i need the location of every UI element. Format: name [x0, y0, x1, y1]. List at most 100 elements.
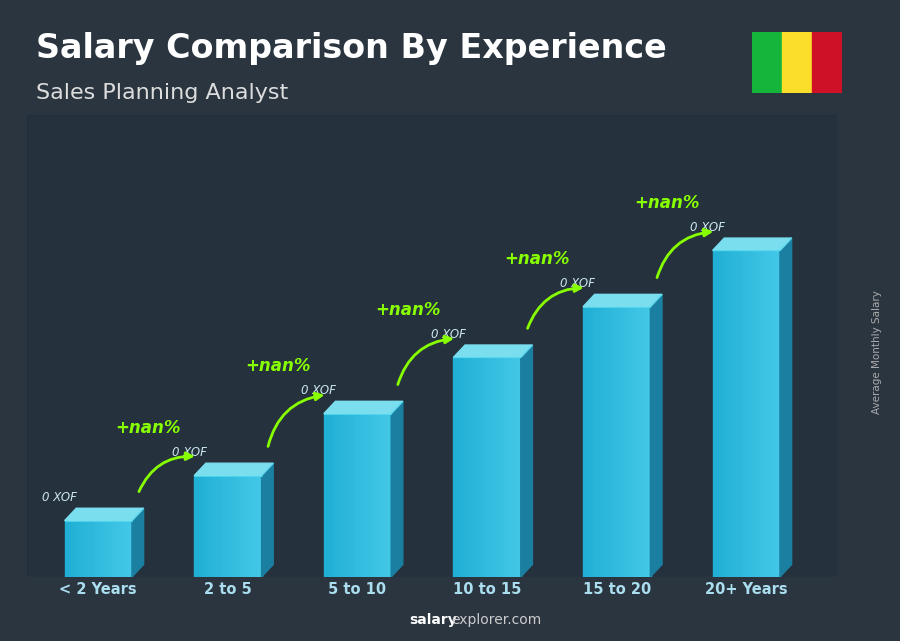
Polygon shape [246, 476, 248, 577]
Polygon shape [351, 413, 353, 577]
Polygon shape [128, 520, 130, 577]
Bar [27, 115, 837, 577]
Polygon shape [724, 251, 726, 577]
Polygon shape [514, 358, 517, 577]
Polygon shape [110, 520, 112, 577]
Polygon shape [755, 251, 758, 577]
Polygon shape [96, 520, 98, 577]
Polygon shape [103, 520, 105, 577]
Polygon shape [740, 251, 742, 577]
Polygon shape [339, 413, 342, 577]
Polygon shape [624, 307, 625, 577]
Polygon shape [744, 251, 746, 577]
Polygon shape [371, 413, 373, 577]
Polygon shape [749, 251, 751, 577]
Polygon shape [771, 251, 773, 577]
Polygon shape [610, 307, 612, 577]
Text: salary: salary [410, 613, 457, 627]
Polygon shape [491, 358, 494, 577]
Polygon shape [642, 307, 643, 577]
Polygon shape [357, 413, 360, 577]
Polygon shape [201, 476, 203, 577]
Polygon shape [255, 476, 257, 577]
Polygon shape [812, 32, 842, 93]
Polygon shape [119, 520, 121, 577]
Polygon shape [214, 476, 217, 577]
Polygon shape [733, 251, 735, 577]
Polygon shape [219, 476, 221, 577]
Polygon shape [328, 413, 331, 577]
Polygon shape [364, 413, 366, 577]
Polygon shape [508, 358, 509, 577]
Polygon shape [726, 251, 729, 577]
Polygon shape [487, 358, 490, 577]
Polygon shape [651, 294, 662, 577]
Polygon shape [719, 251, 722, 577]
Polygon shape [356, 413, 357, 577]
Polygon shape [454, 358, 456, 577]
Text: 0 XOF: 0 XOF [302, 385, 336, 397]
Polygon shape [92, 520, 94, 577]
Polygon shape [194, 463, 274, 476]
Polygon shape [362, 413, 364, 577]
Polygon shape [509, 358, 512, 577]
Polygon shape [226, 476, 228, 577]
Polygon shape [338, 413, 340, 577]
Polygon shape [722, 251, 725, 577]
Polygon shape [353, 413, 356, 577]
Polygon shape [590, 307, 592, 577]
Polygon shape [773, 251, 776, 577]
Polygon shape [203, 476, 206, 577]
Polygon shape [333, 413, 336, 577]
Polygon shape [223, 476, 226, 577]
Polygon shape [194, 476, 197, 577]
Polygon shape [228, 476, 230, 577]
Polygon shape [387, 413, 389, 577]
Polygon shape [512, 358, 514, 577]
Text: explorer.com: explorer.com [451, 613, 541, 627]
Polygon shape [619, 307, 621, 577]
Polygon shape [717, 251, 720, 577]
Polygon shape [324, 401, 403, 413]
Polygon shape [592, 307, 595, 577]
Polygon shape [601, 307, 604, 577]
Polygon shape [454, 345, 533, 358]
Text: 0 XOF: 0 XOF [561, 278, 595, 290]
Polygon shape [125, 520, 128, 577]
Polygon shape [472, 358, 474, 577]
Text: +nan%: +nan% [374, 301, 440, 319]
Polygon shape [469, 358, 472, 577]
Polygon shape [751, 251, 753, 577]
Polygon shape [78, 520, 81, 577]
Polygon shape [713, 251, 716, 577]
Polygon shape [496, 358, 499, 577]
Polygon shape [83, 520, 86, 577]
Polygon shape [116, 520, 119, 577]
Polygon shape [633, 307, 634, 577]
Polygon shape [65, 508, 144, 520]
Polygon shape [326, 413, 328, 577]
Polygon shape [378, 413, 380, 577]
Polygon shape [481, 358, 482, 577]
Polygon shape [628, 307, 630, 577]
Polygon shape [780, 238, 792, 577]
Polygon shape [464, 358, 467, 577]
Polygon shape [205, 476, 208, 577]
Polygon shape [342, 413, 345, 577]
Polygon shape [217, 476, 220, 577]
Text: Sales Planning Analyst: Sales Planning Analyst [36, 83, 288, 103]
Polygon shape [621, 307, 624, 577]
Polygon shape [132, 508, 144, 577]
Text: 0 XOF: 0 XOF [42, 491, 76, 504]
Text: Average Monthly Salary: Average Monthly Salary [872, 290, 883, 415]
Polygon shape [746, 251, 749, 577]
Polygon shape [346, 413, 349, 577]
Polygon shape [230, 476, 232, 577]
Polygon shape [753, 251, 755, 577]
Polygon shape [241, 476, 244, 577]
Polygon shape [588, 307, 590, 577]
Polygon shape [98, 520, 101, 577]
Polygon shape [105, 520, 107, 577]
Polygon shape [94, 520, 96, 577]
Polygon shape [366, 413, 369, 577]
